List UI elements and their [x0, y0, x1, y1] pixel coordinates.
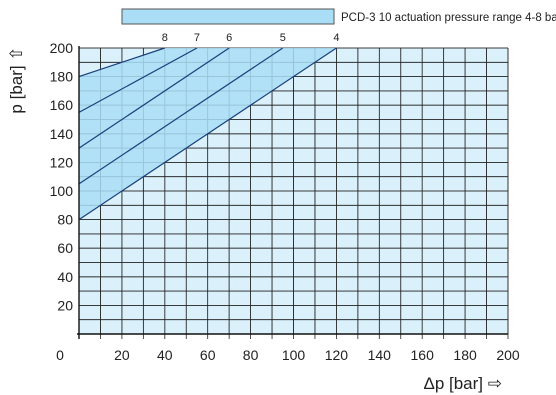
x-axis-ticks: 0 20 40 60 80 100 120 140 160 180 200	[56, 347, 520, 363]
x-tick-label: 0	[56, 347, 64, 363]
x-tick-label: 20	[114, 347, 130, 363]
y-tick-label: 180	[50, 69, 74, 85]
pressure-lines	[78, 47, 337, 221]
pressure-line-label-6: 6	[226, 32, 232, 44]
y-tick-label: 160	[50, 97, 74, 113]
x-tick-label: 100	[282, 347, 306, 363]
pressure-line-label-5: 5	[280, 32, 286, 44]
y-tick-label: 200	[50, 40, 74, 56]
x-tick-label: 200	[496, 347, 520, 363]
y-tick-label: 80	[57, 212, 73, 228]
y-tick-label: 120	[50, 154, 74, 170]
y-tick-label: 40	[57, 269, 73, 285]
x-tick-label: 120	[325, 347, 349, 363]
y-tick-label: 20	[57, 297, 73, 313]
pressure-line-label-7: 7	[194, 32, 200, 44]
x-tick-label: 40	[157, 347, 173, 363]
legend: PCD-3 10 actuation pressure range 4-8 ba…	[121, 8, 556, 25]
x-axis-title: Δp [bar] ⇨	[423, 374, 502, 393]
x-tick-label: 160	[411, 347, 435, 363]
x-tick-label: 180	[453, 347, 477, 363]
x-tick-label: 80	[243, 347, 259, 363]
y-tick-label: 60	[57, 240, 73, 256]
pressure-line-5	[78, 47, 284, 185]
y-axis-ticks: 20 40 60 80 100 120 140 160 180 200	[50, 40, 74, 313]
x-tick-label: 60	[200, 347, 216, 363]
pressure-line-6	[78, 47, 230, 149]
y-tick-label: 140	[50, 126, 74, 142]
legend-label: PCD-3 10 actuation pressure range 4-8 ba…	[341, 12, 556, 24]
y-tick-label: 100	[50, 183, 74, 199]
pressure-line-label-8: 8	[162, 32, 168, 44]
pressure-line-labels: 8 7 6 5 4	[162, 32, 340, 44]
pressure-line-8	[78, 47, 165, 78]
pressure-line-7	[78, 47, 198, 113]
axes	[77, 46, 508, 339]
pressure-line-4	[78, 47, 337, 221]
pressure-line-label-4: 4	[333, 32, 339, 44]
legend-swatch	[121, 8, 335, 25]
y-axis-title: p [bar] ⇧	[7, 46, 26, 113]
x-tick-label: 140	[368, 347, 392, 363]
